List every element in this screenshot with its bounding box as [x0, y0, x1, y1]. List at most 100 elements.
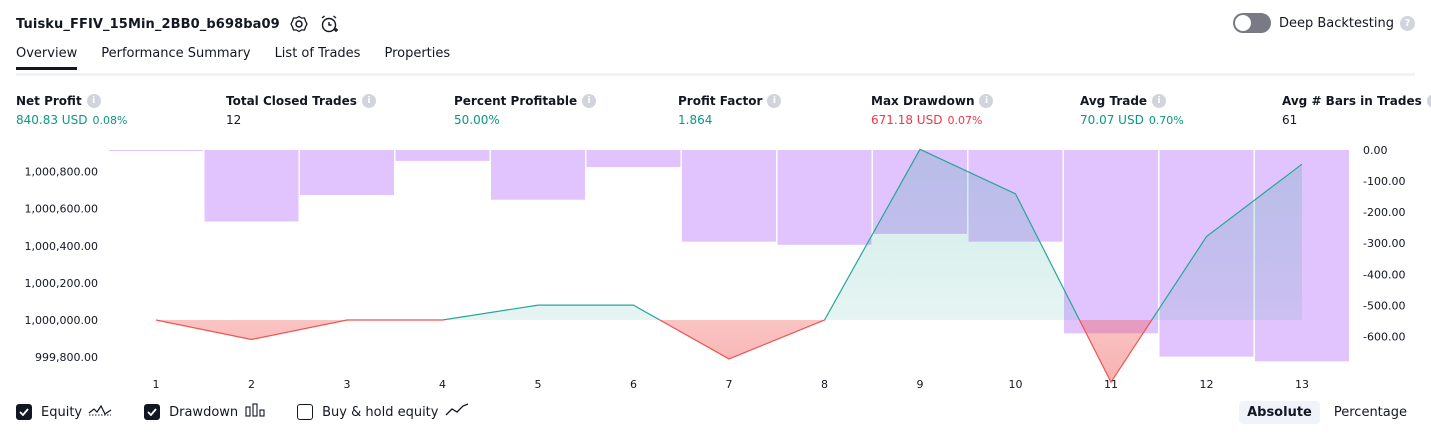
x-axis: 1 2 3 4 5 6 7 8 9 10 11 12 13: [153, 378, 1310, 391]
equity-areas: [156, 149, 1302, 383]
right-tick-label: -200.00: [1363, 206, 1405, 219]
metric-value: 671.18 USD: [871, 113, 943, 127]
x-tick-label: 9: [917, 378, 924, 391]
left-tick-label: 1,000,800.00: [25, 166, 98, 179]
tab-bar: Overview Performance Summary List of Tra…: [16, 46, 474, 70]
equity-checkbox[interactable]: [16, 404, 32, 420]
strategy-header: Tuisku_FFIV_15Min_2BB0_b698ba09: [16, 13, 340, 35]
x-tick-label: 13: [1295, 378, 1309, 391]
metric-value: 61: [1282, 113, 1298, 127]
info-icon[interactable]: i: [582, 94, 597, 108]
right-tick-label: 0.00: [1363, 144, 1388, 157]
gear-icon[interactable]: [288, 13, 310, 35]
drawdown-checkbox[interactable]: [144, 404, 161, 420]
equity-area-negative: [156, 320, 1302, 383]
drawdown-bar: [300, 150, 394, 196]
equity-line: [155, 148, 1303, 384]
equity-drawdown-chart[interactable]: 1,000,800.00 1,000,600.00 1,000,400.00 1,00…: [0, 140, 1431, 396]
deep-backtesting-toggle[interactable]: [1232, 13, 1271, 33]
metric-total-closed-trades: Total Closed Trades i 12: [226, 94, 376, 127]
right-tick-label: -400.00: [1363, 268, 1405, 281]
right-tick-label: -600.00: [1363, 330, 1405, 343]
left-tick-label: 1,000,200.00: [25, 277, 98, 290]
x-tick-label: 1: [153, 378, 160, 391]
buy-hold-label: Buy & hold equity: [322, 404, 439, 420]
drawdown-bar: [109, 150, 203, 151]
metric-value: 12: [226, 113, 242, 127]
scale-mode-switch: Absolute Percentage: [1233, 401, 1415, 424]
left-tick-label: 1,000,600.00: [25, 203, 98, 216]
drawdown-bar: [682, 150, 776, 242]
drawdown-bar: [1064, 150, 1158, 334]
metric-profit-factor: Profit Factor i 1.864: [678, 94, 782, 127]
tab-overview[interactable]: Overview: [16, 46, 78, 70]
tab-properties[interactable]: Properties: [384, 46, 451, 61]
left-tick-label: 1,000,400.00: [25, 240, 98, 253]
info-icon[interactable]: i: [1152, 94, 1167, 108]
chart-legend: Equity Drawdown Buy & hold equity: [16, 403, 501, 421]
right-tick-label: -300.00: [1363, 237, 1405, 250]
left-axis: 1,000,800.00 1,000,600.00 1,000,400.00 1,00…: [25, 166, 98, 365]
x-tick-label: 6: [630, 378, 637, 391]
metric-label: Total Closed Trades: [226, 94, 357, 108]
alarm-clock-icon[interactable]: [318, 13, 340, 35]
bar-chart-icon: [245, 403, 265, 421]
legend-drawdown[interactable]: Drawdown: [144, 403, 265, 421]
absolute-button[interactable]: Absolute: [1239, 401, 1320, 424]
metric-value: 1.864: [678, 113, 713, 127]
info-icon[interactable]: i: [1426, 94, 1431, 108]
metric-value: 70.07 USD: [1080, 113, 1144, 127]
right-axis: 0.00 -100.00 -200.00 -300.00 -400.00 -500.00 -…: [1363, 144, 1405, 343]
x-tick-label: 5: [535, 378, 542, 391]
equity-line-icon: [88, 403, 112, 421]
info-icon[interactable]: i: [979, 94, 994, 108]
drawdown-label: Drawdown: [169, 404, 239, 420]
metric-percent: 0.70%: [1148, 114, 1184, 127]
equity-label: Equity: [41, 404, 83, 420]
metric-value: 840.83 USD: [16, 113, 88, 127]
x-tick-label: 7: [726, 378, 733, 391]
buy-hold-checkbox[interactable]: [297, 404, 314, 420]
drawdown-bar: [777, 150, 872, 245]
left-tick-label: 999,800.00: [35, 351, 98, 364]
equity-line-negative: [155, 320, 1153, 384]
tab-list-of-trades[interactable]: List of Trades: [274, 46, 361, 61]
left-tick-label: 1,000,000.00: [25, 314, 98, 327]
metric-avg-trade: Avg Trade i 70.07 USD 0.70%: [1080, 94, 1184, 127]
metric-net-profit: Net Profit i 840.83 USD 0.08%: [16, 94, 127, 127]
metric-label: Profit Factor: [678, 94, 763, 108]
drawdown-bar: [491, 150, 585, 200]
legend-equity[interactable]: Equity: [16, 403, 112, 421]
metric-label: Avg Trade: [1080, 94, 1148, 108]
info-icon[interactable]: i: [361, 94, 376, 108]
deep-backtesting: Deep Backtesting ?: [1232, 13, 1415, 33]
x-tick-label: 12: [1200, 378, 1214, 391]
x-tick-label: 10: [1009, 378, 1023, 391]
right-tick-label: -100.00: [1363, 175, 1405, 188]
metric-max-drawdown: Max Drawdown i 671.18 USD 0.07%: [871, 94, 994, 127]
equity-area-positive: [156, 149, 1302, 320]
metric-value: 50.00%: [454, 113, 500, 127]
metric-label: Percent Profitable: [454, 94, 578, 108]
percentage-button[interactable]: Percentage: [1333, 405, 1407, 420]
drawdown-bar: [204, 150, 299, 222]
metric-avg-bars-in-trades: Avg # Bars in Trades i 61: [1282, 94, 1431, 127]
x-tick-label: 8: [821, 378, 828, 391]
drawdown-bar: [586, 150, 681, 168]
x-tick-label: 11: [1104, 378, 1118, 391]
info-icon[interactable]: i: [767, 94, 782, 108]
legend-buy-hold[interactable]: Buy & hold equity: [297, 403, 469, 421]
metric-label: Net Profit: [16, 94, 82, 108]
help-icon[interactable]: ?: [1400, 15, 1415, 31]
tab-performance-summary[interactable]: Performance Summary: [101, 46, 251, 61]
metric-label: Avg # Bars in Trades: [1282, 94, 1422, 108]
metric-percent: 0.08%: [92, 114, 128, 127]
info-icon[interactable]: i: [86, 94, 101, 108]
x-tick-label: 2: [248, 378, 255, 391]
x-tick-label: 3: [344, 378, 351, 391]
toggle-knob: [1234, 15, 1251, 31]
x-tick-label: 4: [439, 378, 446, 391]
strategy-name: Tuisku_FFIV_15Min_2BB0_b698ba09: [16, 16, 280, 32]
drawdown-bar: [395, 150, 490, 161]
deep-backtesting-label: Deep Backtesting: [1278, 15, 1394, 31]
